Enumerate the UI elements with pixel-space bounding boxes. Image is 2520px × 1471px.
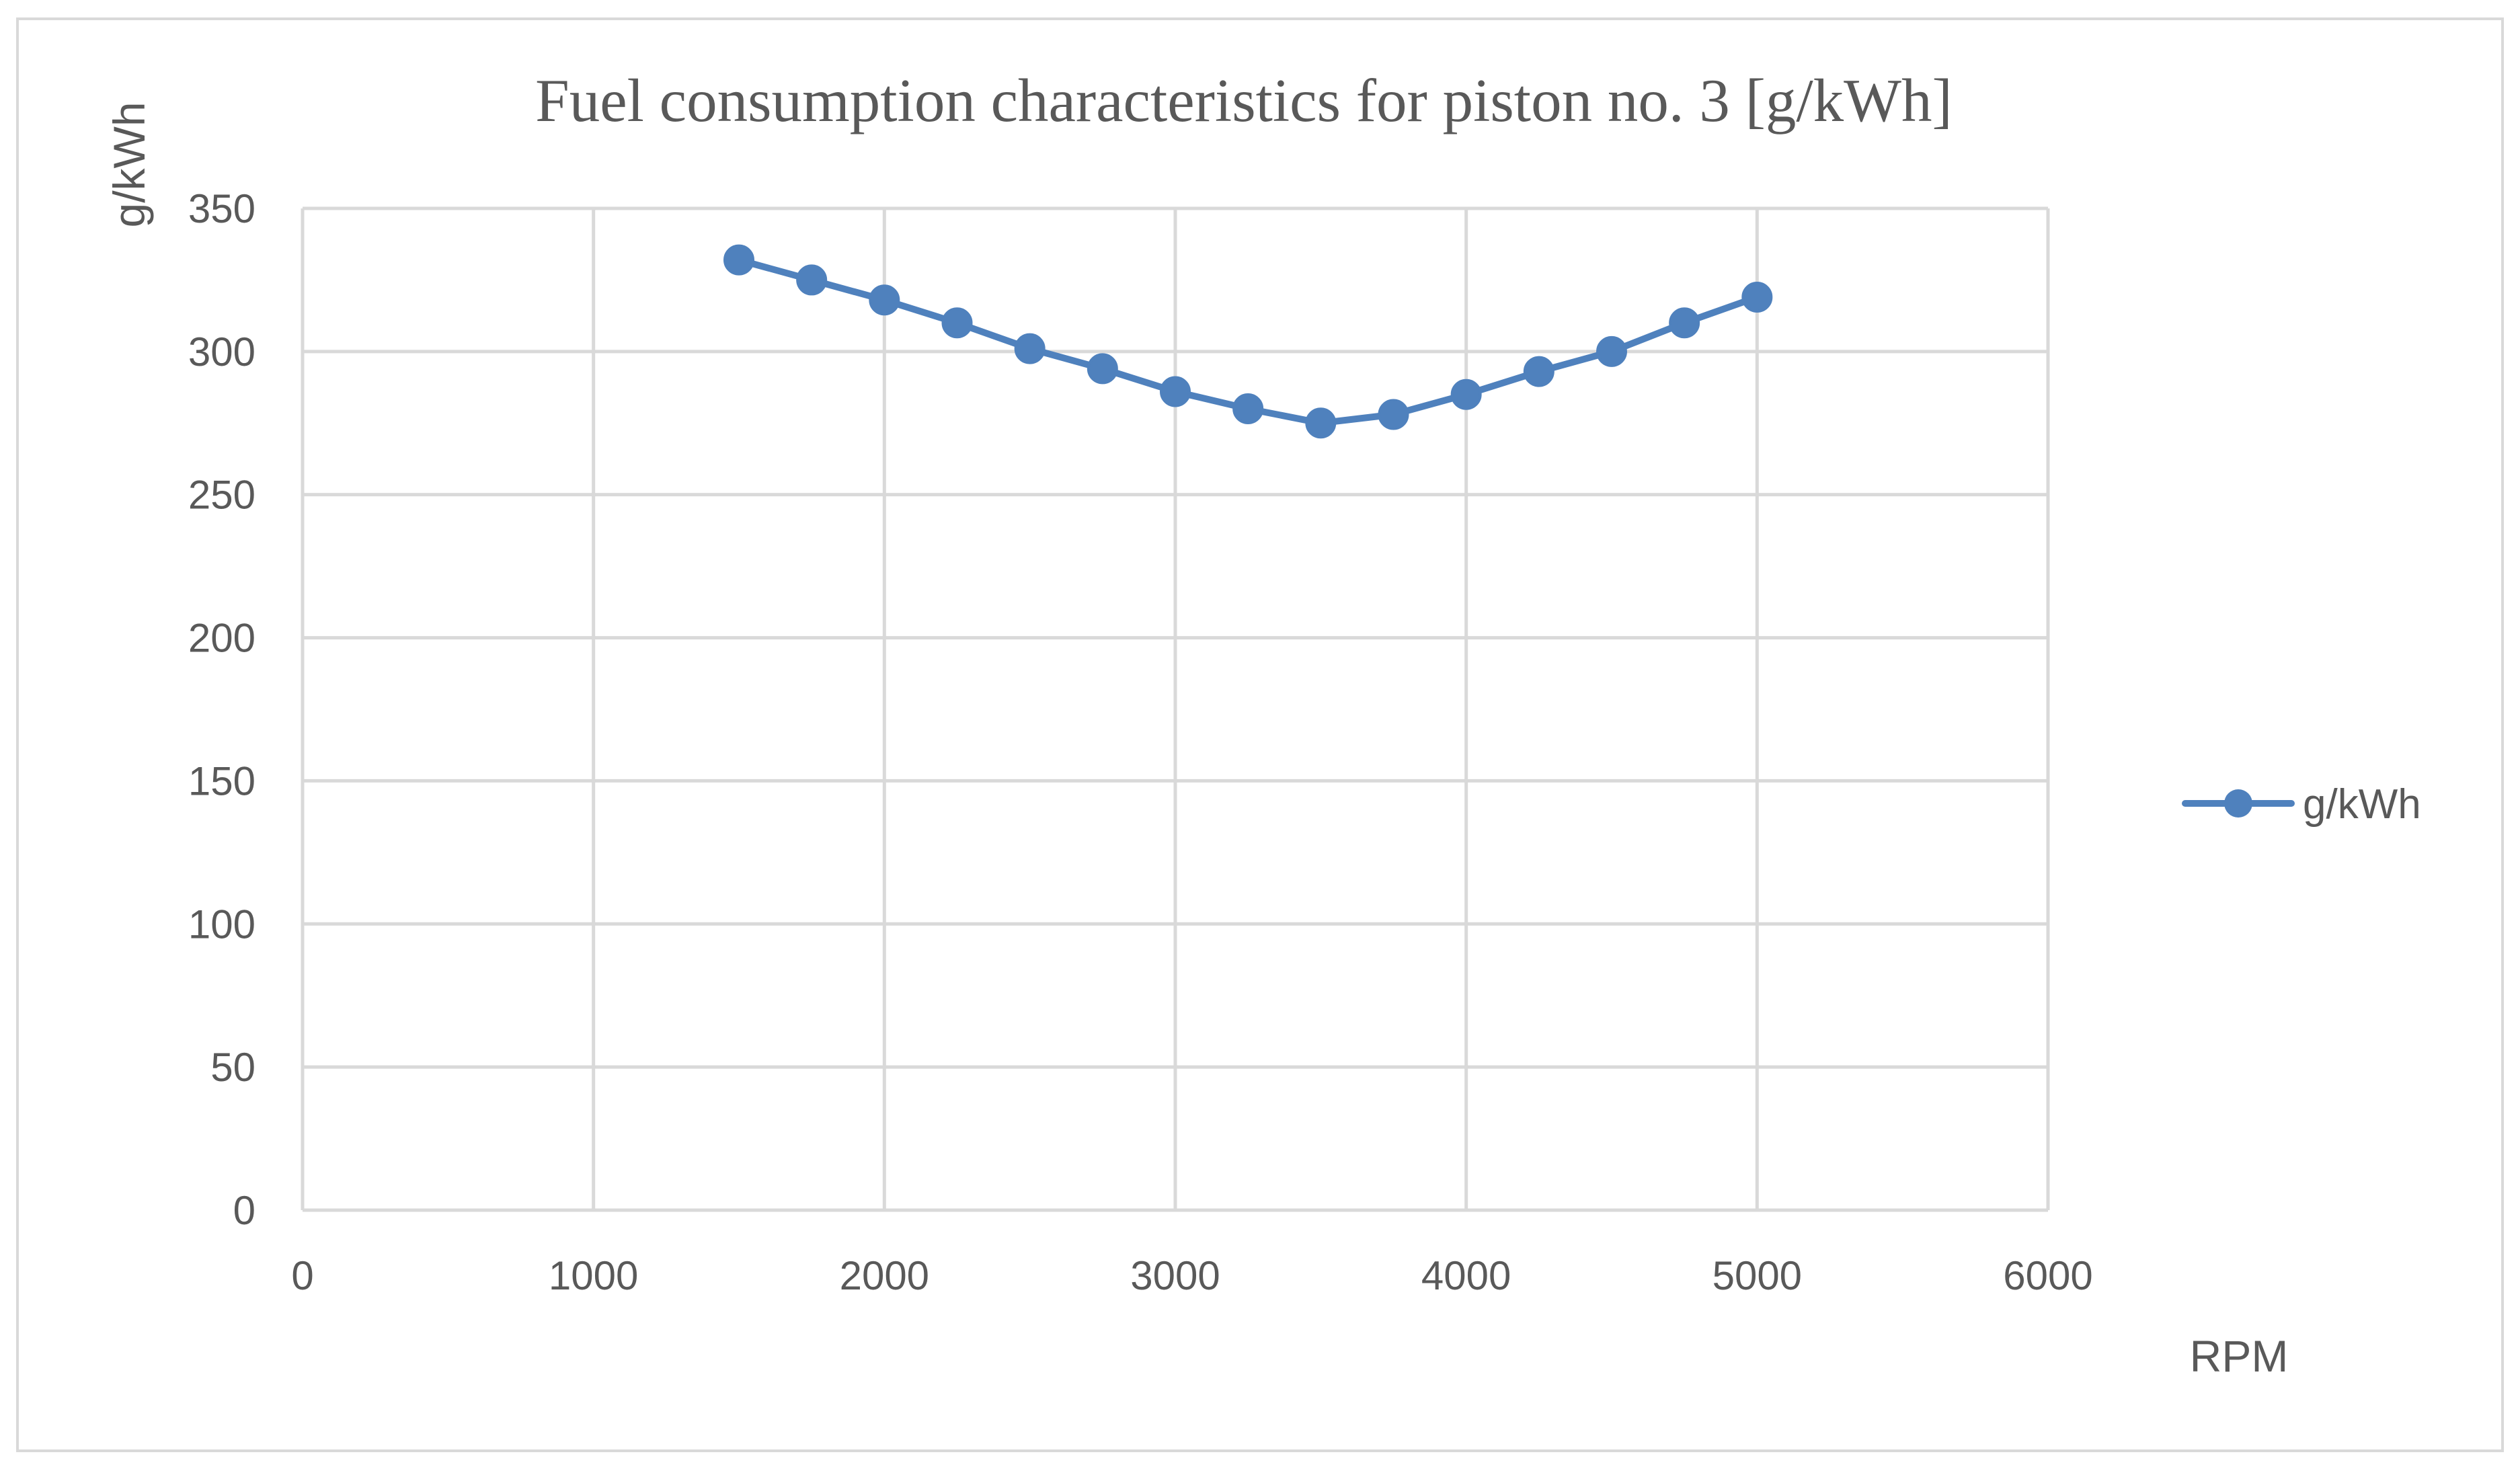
data-point-3250: [1232, 393, 1264, 424]
x-tick-label-6000: 6000: [2003, 1253, 2092, 1298]
x-tick-label-3000: 3000: [1130, 1253, 1220, 1298]
chart-frame: [16, 17, 2504, 1452]
data-point-4250: [1523, 356, 1554, 387]
data-point-2000: [869, 284, 900, 316]
x-tick-label-0: 0: [291, 1253, 313, 1298]
data-point-4750: [1669, 307, 1700, 339]
series-g-kwh: [723, 244, 1773, 439]
data-point-4000: [1450, 379, 1482, 410]
y-tick-label-50: 50: [210, 1045, 255, 1090]
y-tick-label-100: 100: [188, 902, 255, 947]
y-tick-label-150: 150: [188, 758, 255, 803]
x-tick-label-5000: 5000: [1712, 1253, 1802, 1298]
x-tick-label-1000: 1000: [549, 1253, 638, 1298]
axis-ticks: 0 50 100 150 200 250 300 350 0 1000 2000 3000 4000 50…: [188, 186, 2093, 1298]
y-tick-label-350: 350: [188, 186, 255, 231]
y-tick-label-200: 200: [188, 616, 255, 661]
legend-marker: [2224, 789, 2252, 818]
y-axis-label: g/kWh: [104, 102, 154, 227]
legend-label: g/kWh: [2303, 781, 2421, 828]
data-point-2500: [1014, 333, 1046, 364]
data-point-4500: [1596, 335, 1627, 367]
chart-title: Fuel consumption characteristics for pis…: [535, 67, 1953, 134]
data-point-2250: [941, 307, 973, 339]
grid-lines: [301, 206, 2050, 1212]
data-point-3750: [1378, 399, 1409, 430]
x-tick-label-2000: 2000: [840, 1253, 929, 1298]
x-tick-label-4000: 4000: [1421, 1253, 1511, 1298]
data-point-3000: [1160, 376, 1191, 407]
y-tick-label-0: 0: [233, 1188, 255, 1233]
data-point-3500: [1305, 407, 1337, 439]
y-tick-label-300: 300: [188, 329, 255, 374]
data-point-5000: [1741, 281, 1773, 313]
data-point-1750: [796, 264, 828, 296]
x-axis-label: RPM: [2190, 1331, 2289, 1381]
legend: g/kWh: [2182, 781, 2421, 828]
data-point-2750: [1087, 353, 1118, 385]
y-tick-label-250: 250: [188, 473, 255, 518]
data-point-1500: [723, 244, 754, 276]
